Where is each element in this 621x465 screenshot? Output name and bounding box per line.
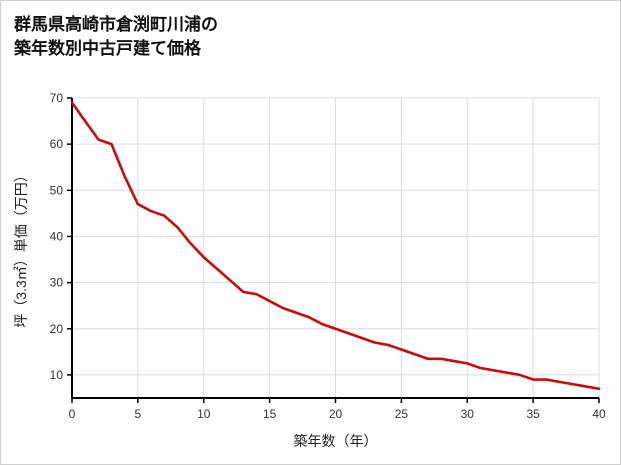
y-tick-label: 40: [50, 229, 64, 243]
y-tick-label: 70: [50, 91, 64, 105]
x-axis-label: 築年数（年）: [293, 433, 378, 449]
x-tick-label: 0: [69, 407, 76, 421]
x-tick-label: 40: [592, 407, 606, 421]
x-tick-label: 5: [135, 407, 142, 421]
x-tick-label: 15: [263, 407, 277, 421]
chart-title: 群馬県高崎市倉渕町川浦の 築年数別中古戸建て価格: [14, 13, 218, 61]
x-tick-label: 35: [526, 407, 540, 421]
y-axis-label: 坪（3.3㎡）単価（万円）: [13, 168, 29, 328]
x-tick-label: 20: [329, 407, 343, 421]
x-tick-label: 10: [197, 407, 211, 421]
x-tick-label: 30: [461, 407, 475, 421]
y-tick-label: 30: [50, 276, 64, 290]
y-tick-label: 60: [50, 137, 64, 151]
chart-title-line2: 築年数別中古戸建て価格: [14, 38, 201, 58]
price-line-series: [70, 101, 601, 391]
y-tick-label: 20: [50, 322, 64, 336]
x-tick-label: 25: [395, 407, 409, 421]
y-tick-label: 10: [50, 368, 64, 382]
y-tick-label: 50: [50, 183, 64, 197]
chart-title-line1: 群馬県高崎市倉渕町川浦の: [14, 15, 218, 34]
price-line-chart: 0 5 10 15 20 25 30 35 40 10 20 30 40 50 60 70: [50, 91, 606, 421]
